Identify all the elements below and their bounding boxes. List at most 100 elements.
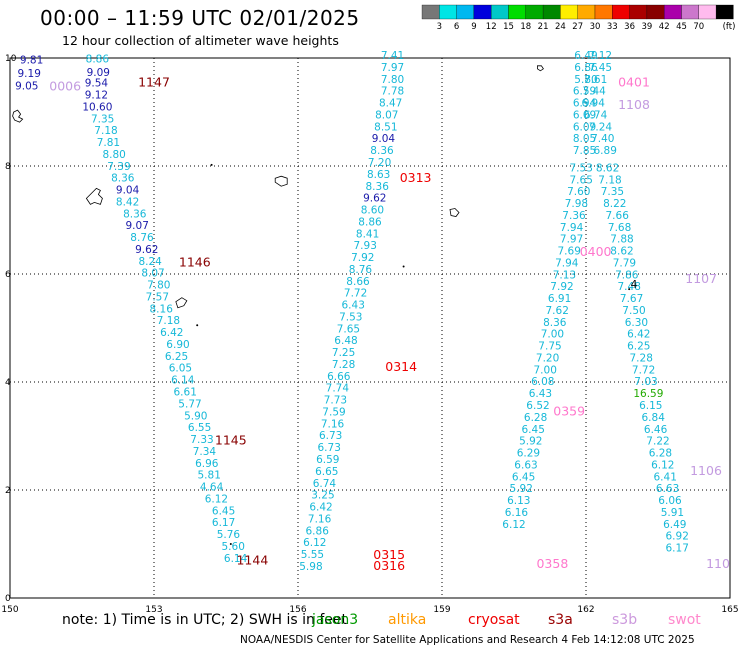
pass-time-label: 1107 [685, 271, 717, 286]
wave-height-reading: 8.86 [358, 216, 382, 228]
wave-height-reading: 6.63 [656, 483, 679, 495]
wave-height-reading: 7.33 [190, 434, 213, 446]
wave-height-reading: 6.13 [507, 495, 530, 507]
wave-height-reading: 7.20 [536, 352, 559, 364]
wave-height-reading: 7.73 [324, 395, 347, 407]
wave-height-reading: 9.62 [363, 193, 386, 205]
pass-time-label: 1108 [618, 97, 650, 112]
wave-height-reading: 6.08 [531, 376, 554, 388]
y-tick-label: 0 [5, 594, 11, 604]
wave-height-reading: 6.45 [512, 471, 535, 483]
colorbar-swatch [612, 4, 630, 20]
island-outline [449, 208, 460, 217]
colorbar-tick: 21 [538, 22, 549, 32]
x-tick-label: 159 [433, 605, 450, 615]
pass-time-label: 1145 [215, 433, 247, 448]
island-outline [274, 175, 288, 187]
wave-height-reading: 8.86 [86, 53, 110, 65]
wave-height-reading: 7.13 [553, 269, 576, 281]
pass-time-label: 1144 [236, 553, 268, 568]
wave-height-reading: 6.74 [584, 109, 608, 121]
x-tick-label: 165 [721, 605, 738, 615]
island-outline [12, 109, 24, 123]
wave-height-reading: 6.55 [188, 422, 211, 434]
colorbar-swatch [421, 4, 440, 20]
wave-height-reading: 8.60 [361, 205, 384, 217]
wave-height-reading: 5.91 [661, 507, 684, 519]
y-tick-label: 4 [5, 378, 11, 388]
wave-height-reading: 7.97 [381, 62, 404, 74]
wave-height-reading: 7.79 [613, 257, 636, 269]
island-outline [175, 297, 188, 309]
wave-height-reading: 7.40 [591, 133, 614, 145]
wave-height-reading: 6.09 [573, 109, 596, 121]
wave-height-reading: 6.17 [666, 543, 689, 555]
colorbar-swatch [681, 4, 699, 20]
wave-height-reading: 6.46 [644, 424, 668, 436]
atoll-dot [628, 288, 631, 291]
colorbar-tick: 9 [471, 22, 476, 32]
y-tick-label: 8 [5, 162, 11, 172]
wave-height-reading: 6.90 [166, 339, 189, 351]
wave-height-reading: 7.94 [560, 222, 584, 234]
wave-height-reading: 5.92 [519, 436, 542, 448]
y-tick-label: 10 [5, 54, 17, 64]
wave-height-reading: 9.04 [116, 185, 140, 197]
wave-height-reading: 7.57 [146, 291, 169, 303]
wave-height-reading: 7.18 [598, 174, 621, 186]
colorbar-tick: 33 [607, 22, 618, 32]
wave-height-reading: 6.14 [224, 553, 248, 565]
wave-height-reading: 6.25 [627, 341, 650, 353]
footer-note: note: 1) Time is in UTC; 2) SWH is in fe… [62, 612, 348, 628]
wave-height-reading: 6.43 [529, 388, 552, 400]
wave-height-reading: 8.07 [375, 109, 398, 121]
wave-height-reading: 7.72 [632, 364, 655, 376]
wave-height-reading: 7.74 [326, 383, 350, 395]
wave-height-reading: 6.16 [505, 507, 529, 519]
atoll-dot [229, 543, 232, 545]
wave-height-reading: 6.14 [171, 375, 195, 387]
wave-height-reading: 7.12 [589, 50, 612, 62]
footer-credit: NOAA/NESDIS Center for Satellite Applica… [240, 634, 695, 646]
colorbar-swatch [473, 4, 492, 20]
wave-height-reading: 6.73 [319, 430, 342, 442]
wave-height-reading: 6.59 [573, 86, 596, 98]
wave-height-reading: 7.67 [620, 293, 643, 305]
wave-height-reading: 6.28 [524, 412, 547, 424]
wave-height-reading: 7.69 [558, 246, 581, 258]
wave-height-reading: 6.43 [342, 300, 365, 312]
pass-time-label: 0359 [553, 403, 585, 418]
wave-height-reading: 6.94 [573, 98, 597, 110]
wave-height-reading: 6.45 [522, 424, 545, 436]
colorbar-tick: 27 [572, 22, 583, 32]
satellite-label-s3a: s3a [548, 612, 573, 628]
colorbar-tick: 24 [555, 22, 566, 32]
atoll-dot [402, 265, 405, 268]
wave-height-reading: 7.28 [630, 352, 653, 364]
x-tick-label: 150 [1, 605, 18, 615]
wave-height-reading: 7.18 [94, 125, 117, 137]
wave-height-reading: 6.96 [195, 458, 219, 470]
wave-height-reading: 6.12 [502, 519, 525, 531]
wave-height-reading: 7.48 [618, 281, 641, 293]
wave-height-reading: 8.76 [130, 232, 154, 244]
wave-height-reading: 7.61 [584, 74, 607, 86]
wave-height-reading: 7.24 [589, 121, 613, 133]
pass-time-label: 0401 [618, 75, 650, 90]
colorbar-tick: 3 [437, 22, 442, 32]
wave-height-reading: 7.78 [381, 86, 404, 98]
wave-height-reading: 6.12 [205, 493, 228, 505]
wave-height-reading: 6.09 [573, 121, 596, 133]
wave-height-reading: 6.42 [160, 327, 183, 339]
wave-height-reading: 6.74 [313, 478, 337, 490]
wave-height-reading: 6.41 [654, 471, 677, 483]
wave-height-reading: 7.62 [546, 305, 569, 317]
colorbar-swatch [698, 4, 717, 20]
wave-height-reading: 7.72 [344, 288, 367, 300]
wave-height-reading: 7.39 [107, 161, 130, 173]
wave-height-reading: 6.05 [169, 363, 192, 375]
wave-height-reading: 7.98 [565, 198, 588, 210]
wave-height-reading: 7.28 [332, 359, 355, 371]
wave-height-reading: 9.05 [15, 80, 38, 92]
